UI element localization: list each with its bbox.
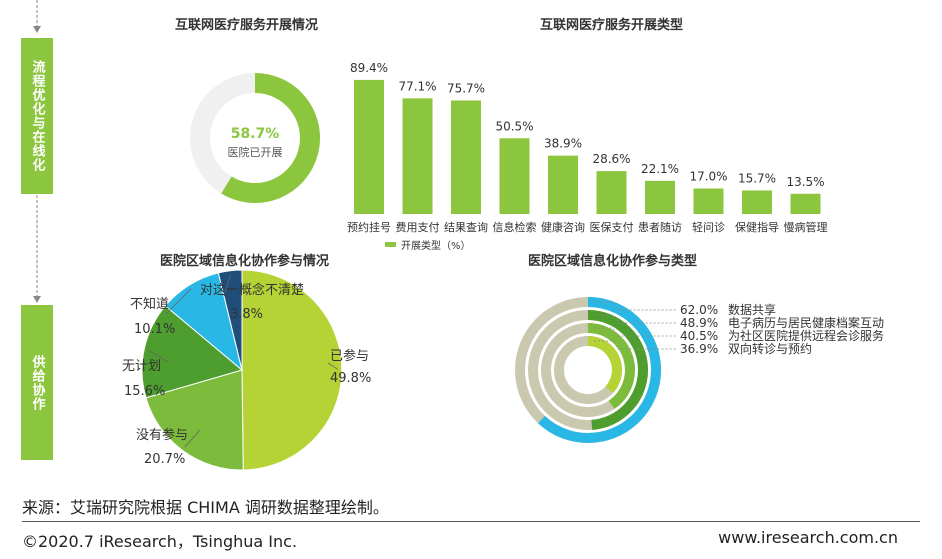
radial-value-label-2: 48.9%: [680, 316, 718, 330]
bar-value-label-4: 50.5%: [495, 119, 533, 133]
bar-value-label-1: 89.4%: [350, 61, 388, 75]
flow-step-online: 流程优化与在线化: [21, 38, 53, 194]
donut-value-label: 58.7%: [231, 126, 280, 142]
radial-leader-line-4: [594, 340, 676, 350]
bar-1: [354, 79, 384, 215]
bar-8: [693, 188, 724, 214]
bar-category-label-1: 预约挂号: [347, 220, 391, 234]
bar-value-label-5: 38.9%: [544, 137, 582, 151]
pie-slice-2: [145, 369, 244, 471]
bar-value-label-10: 13.5%: [786, 175, 824, 189]
radial-item-label-1: 数据共享: [728, 302, 776, 317]
bar-2: [402, 98, 433, 214]
radial-bar-4: [587, 336, 622, 394]
copyright: ©2020.7 iResearch，Tsinghua Inc.: [22, 532, 298, 551]
pie-slice-name-5: 对这一概念不清楚: [200, 282, 304, 298]
radial-bar-2: [587, 310, 648, 430]
bar-legend-swatch: [385, 242, 396, 247]
pie-slice-value-1: 49.8%: [330, 371, 371, 386]
radial-leader-line-3: [594, 327, 676, 337]
bar-chart: 89.4% 预约挂号 77.1% 费用支付 75.7% 结果查询 50.5% 信息检索 38.9…: [347, 61, 828, 252]
bar-5: [548, 155, 578, 214]
bar-legend-label: 开展类型（%）: [401, 239, 471, 252]
bar-value-label-7: 22.1%: [641, 162, 679, 176]
donut-chart-title: 互联网医疗服务开展情况: [175, 18, 319, 33]
radial-value-label-1: 62.0%: [680, 303, 718, 317]
pie-slice-name-3: 无计划: [122, 359, 161, 374]
bar-chart-title: 互联网医疗服务开展类型: [540, 18, 684, 33]
radial-value-label-4: 36.9%: [680, 342, 718, 356]
website-link[interactable]: www.iresearch.com.cn: [718, 528, 898, 547]
donut-chart: 58.7% 医院已开展: [190, 73, 320, 203]
bar-6: [596, 171, 627, 214]
radial-chart-title: 医院区域信息化协作参与类型: [528, 254, 698, 269]
radial-bar-3: [587, 323, 635, 409]
bar-4: [499, 138, 530, 214]
radial-bar-chart: 62.0% 数据共享 48.9% 电子病历与居民健康档案互动 40.5% 为社区医院提供远…: [515, 297, 884, 443]
bar-category-label-5: 健康咨询: [541, 220, 585, 234]
pie-slice-value-2: 20.7%: [144, 452, 185, 467]
pie-slice-1: [241, 269, 343, 471]
bar-9: [742, 190, 772, 214]
bar-value-label-2: 77.1%: [398, 79, 436, 93]
donut-center-label: 医院已开展: [228, 145, 283, 159]
radial-item-label-4: 双向转诊与预约: [728, 341, 812, 356]
radial-item-label-2: 电子病历与居民健康档案互动: [728, 315, 884, 330]
radial-leader-line-1: [594, 301, 676, 311]
pie-slice-name-2: 没有参与: [136, 427, 188, 443]
bar-category-label-7: 患者随访: [638, 220, 682, 234]
pie-chart: 已参与 49.8% 没有参与 20.7% 无计划 15.6% 不知道 10.1% 对这一概念不清…: [122, 269, 371, 471]
bar-10: [790, 193, 821, 214]
footer-divider: [22, 521, 920, 522]
pie-chart-title: 医院区域信息化协作参与情况: [160, 254, 330, 269]
bar-3: [451, 100, 481, 214]
pie-slice-name-1: 已参与: [330, 348, 369, 364]
bar-category-label-6: 医保支付: [590, 220, 634, 234]
donut-value-arc: [221, 73, 320, 203]
pie-leader-line-1: [327, 362, 339, 370]
pie-slice-value-3: 15.6%: [124, 384, 165, 399]
bar-value-label-3: 75.7%: [447, 81, 485, 95]
pie-slice-name-4: 不知道: [130, 296, 169, 312]
flow-step-supply: 供给协作: [21, 305, 53, 460]
pie-slice-value-4: 10.1%: [134, 322, 175, 337]
radial-item-label-3: 为社区医院提供远程会诊服务: [728, 328, 884, 343]
source-note: 来源：艾瑞研究院根据 CHIMA 调研数据整理绘制。: [22, 498, 389, 517]
bar-value-label-6: 28.6%: [592, 152, 630, 166]
radial-value-label-3: 40.5%: [680, 329, 718, 343]
bar-category-label-4: 信息检索: [493, 220, 537, 234]
bar-category-label-3: 结果查询: [444, 220, 488, 234]
pie-slice-value-5: 3.8%: [230, 307, 263, 322]
bar-value-label-9: 15.7%: [738, 171, 776, 185]
bar-value-label-8: 17.0%: [689, 170, 727, 184]
radial-leader-line-2: [594, 314, 676, 324]
bar-7: [645, 180, 675, 214]
bar-category-label-8: 轻问诊: [692, 220, 725, 234]
pie-leader-line-5: [223, 274, 231, 297]
bar-category-label-9: 保健指导: [735, 220, 779, 234]
pie-leader-line-4: [165, 288, 192, 315]
bar-category-label-2: 费用支付: [396, 221, 440, 234]
bar-category-label-10: 慢病管理: [784, 220, 828, 234]
pie-slice-3: [141, 305, 244, 399]
pie-leader-line-3: [147, 349, 169, 363]
pie-leader-line-2: [184, 429, 201, 448]
radial-bar-1: [538, 297, 661, 443]
